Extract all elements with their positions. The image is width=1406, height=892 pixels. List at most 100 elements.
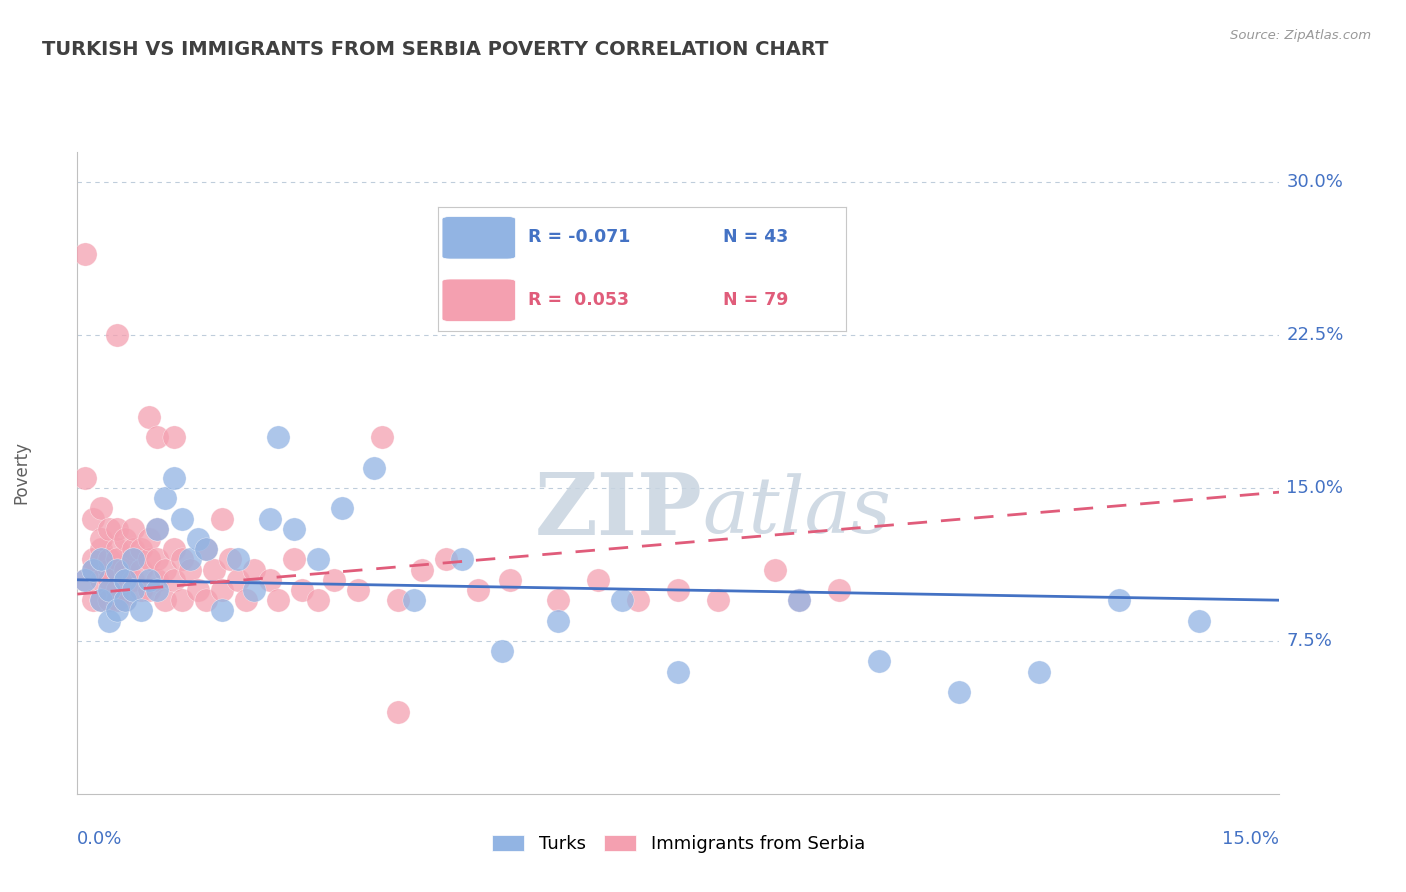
Point: [828, 582, 851, 597]
Point: [226, 573, 249, 587]
Point: [259, 511, 281, 525]
Text: atlas: atlas: [703, 473, 891, 549]
Point: [179, 552, 201, 566]
Point: [90, 552, 112, 566]
Point: [186, 532, 209, 546]
Point: [186, 582, 209, 597]
Text: N = 79: N = 79: [723, 291, 789, 309]
Point: [122, 542, 145, 557]
Point: [146, 522, 169, 536]
Point: [387, 706, 409, 720]
Point: [146, 582, 169, 597]
Point: [122, 552, 145, 566]
Point: [155, 563, 177, 577]
Point: [402, 593, 425, 607]
Point: [707, 593, 730, 607]
Point: [787, 593, 810, 607]
Point: [291, 582, 314, 597]
Point: [491, 644, 513, 658]
Point: [114, 593, 136, 607]
Point: [330, 501, 353, 516]
Point: [787, 593, 810, 607]
Point: [107, 522, 129, 536]
Point: [170, 511, 193, 525]
Point: [411, 563, 433, 577]
Point: [371, 430, 394, 444]
Point: [98, 582, 121, 597]
Point: [242, 582, 264, 597]
Point: [226, 552, 249, 566]
Point: [170, 552, 193, 566]
Point: [235, 593, 257, 607]
Point: [1028, 665, 1050, 679]
Point: [90, 593, 112, 607]
Point: [347, 582, 370, 597]
Point: [138, 409, 160, 424]
Point: [90, 552, 112, 566]
Point: [122, 522, 145, 536]
Point: [612, 593, 634, 607]
Point: [122, 552, 145, 566]
Point: [107, 582, 129, 597]
Point: [114, 573, 136, 587]
Point: [948, 685, 970, 699]
Point: [114, 573, 136, 587]
Point: [98, 614, 121, 628]
Point: [211, 603, 233, 617]
Point: [82, 563, 104, 577]
Point: [155, 491, 177, 506]
Point: [162, 471, 184, 485]
Point: [107, 563, 129, 577]
Point: [82, 563, 104, 577]
Point: [588, 573, 610, 587]
Text: 15.0%: 15.0%: [1286, 479, 1344, 497]
Text: Poverty: Poverty: [13, 442, 30, 504]
Point: [90, 501, 112, 516]
Point: [307, 593, 329, 607]
Point: [82, 511, 104, 525]
Text: R =  0.053: R = 0.053: [527, 291, 628, 309]
FancyBboxPatch shape: [441, 279, 516, 321]
Text: ZIP: ZIP: [534, 469, 703, 553]
Point: [179, 563, 201, 577]
Text: N = 43: N = 43: [723, 228, 789, 246]
Text: 15.0%: 15.0%: [1222, 830, 1279, 847]
Point: [627, 593, 650, 607]
Point: [170, 593, 193, 607]
Point: [211, 582, 233, 597]
Text: 22.5%: 22.5%: [1286, 326, 1344, 344]
Point: [467, 582, 489, 597]
Point: [75, 246, 97, 260]
Point: [90, 542, 112, 557]
Point: [363, 460, 385, 475]
Point: [307, 552, 329, 566]
Point: [107, 593, 129, 607]
Point: [218, 552, 240, 566]
Point: [259, 573, 281, 587]
Point: [82, 552, 104, 566]
Point: [75, 573, 97, 587]
Point: [451, 552, 474, 566]
Point: [75, 573, 97, 587]
Text: 30.0%: 30.0%: [1286, 173, 1343, 191]
Point: [763, 563, 786, 577]
Point: [90, 593, 112, 607]
Point: [82, 593, 104, 607]
Point: [202, 563, 225, 577]
Point: [194, 593, 217, 607]
Point: [267, 430, 290, 444]
Point: [90, 532, 112, 546]
Point: [138, 532, 160, 546]
Point: [668, 665, 690, 679]
Point: [122, 573, 145, 587]
Point: [155, 593, 177, 607]
Text: 0.0%: 0.0%: [77, 830, 122, 847]
Point: [98, 573, 121, 587]
Point: [107, 563, 129, 577]
Point: [75, 471, 97, 485]
Point: [138, 573, 160, 587]
Point: [194, 542, 217, 557]
Point: [98, 522, 121, 536]
Point: [98, 563, 121, 577]
Point: [146, 430, 169, 444]
